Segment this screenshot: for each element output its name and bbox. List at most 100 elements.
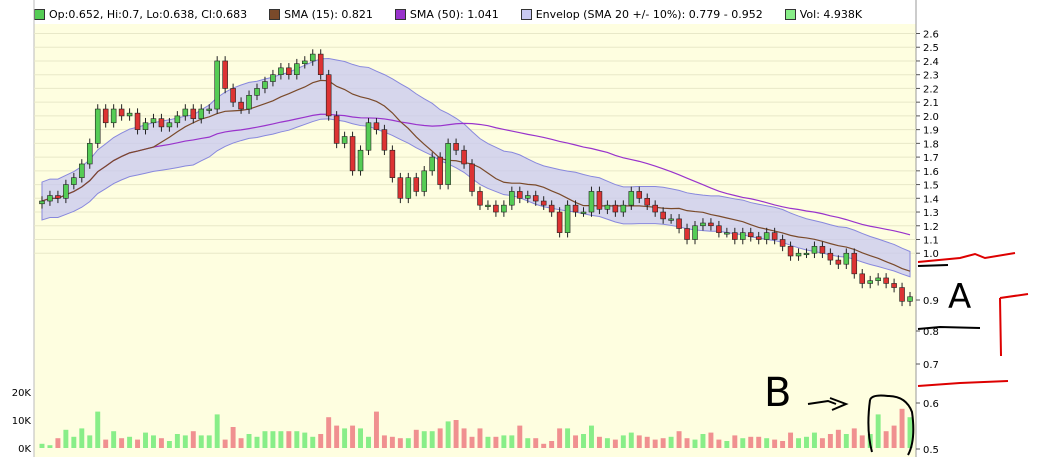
volume-bar: [485, 436, 491, 448]
volume-bar: [477, 428, 483, 448]
volume-bar: [469, 436, 475, 448]
sma50-line: [41, 113, 911, 236]
volume-bar: [222, 439, 228, 448]
candle-body: [763, 232, 770, 240]
volume-bar: [493, 436, 499, 448]
envelope-swatch: [520, 8, 532, 20]
price-tick-label: 1.1: [923, 235, 939, 246]
markup-label-b: B: [764, 370, 791, 416]
price-tick-label: 0.5: [923, 445, 939, 456]
price-tick-label: 2.1: [923, 98, 939, 109]
candle-body: [716, 225, 722, 233]
volume-bar: [684, 438, 690, 448]
candle-body: [270, 74, 276, 82]
volume-bar: [557, 428, 563, 448]
candle-body: [397, 177, 404, 199]
sma50-swatch: [394, 8, 406, 20]
candle-body: [771, 232, 778, 240]
volume-bar: [788, 432, 794, 448]
candle-body: [190, 108, 197, 119]
candle-body: [413, 177, 420, 192]
volume-bar: [294, 431, 300, 448]
candle-body: [405, 177, 412, 199]
legend-envelope: Envelop (SMA 20 +/- 10%): 0.779 - 0.952: [520, 6, 763, 22]
volume-bar: [437, 428, 443, 448]
candle-body: [612, 204, 619, 213]
price-tick-label: 0.6: [923, 399, 939, 410]
candle-body: [278, 67, 284, 75]
candle-body: [461, 149, 467, 165]
candle-body: [118, 108, 125, 117]
volume-bar: [541, 443, 547, 448]
volume-bar: [135, 439, 141, 448]
volume-bar: [724, 441, 730, 448]
candle-body: [349, 136, 356, 172]
volume-bar: [119, 438, 125, 448]
price-tick-label: 1.3: [923, 208, 939, 219]
price-tick-label: 1.0: [923, 249, 939, 260]
candle-body: [333, 115, 340, 144]
candle-body: [222, 60, 228, 89]
volume-tick-label: 0K: [18, 444, 31, 455]
candle-body: [548, 204, 555, 213]
candle-body: [110, 108, 117, 124]
candle-body: [859, 273, 866, 284]
candle-body: [262, 81, 268, 89]
volume-bar: [859, 435, 865, 448]
candle-body: [524, 195, 531, 199]
candle-body: [660, 211, 666, 220]
volume-bar: [796, 438, 801, 448]
volume-bar: [692, 439, 698, 448]
price-axis: 2.6 2.5 2.4 2.3 2.2 2.1 2.0 1.9 1.8 1.7 1.6 1.5 1.4 1…: [12, 30, 939, 457]
legend-sma15: SMA (15): 0.821: [269, 6, 373, 22]
hand-drawn-markup: A B: [764, 252, 1029, 456]
candle-body: [636, 191, 643, 199]
volume-bar: [366, 436, 371, 448]
volume-bar: [835, 429, 841, 448]
volume-bar: [636, 435, 642, 448]
candle-body: [309, 53, 316, 62]
volume-bar: [190, 431, 196, 448]
volume-bar: [127, 436, 133, 448]
markup-red-bottom-line: [917, 380, 1009, 387]
candle-body: [317, 53, 324, 75]
volume-bar: [63, 429, 69, 448]
price-tick-label: 0.7: [923, 360, 939, 371]
volume-bar: [151, 435, 156, 448]
candle-body: [891, 283, 897, 288]
volume-bar: [342, 428, 348, 448]
candle-body: [421, 170, 428, 192]
volume-bar: [413, 429, 419, 448]
candle-body: [501, 204, 507, 213]
volume-bar: [740, 438, 746, 448]
volume-bar: [883, 431, 889, 448]
candle-body: [827, 252, 834, 261]
price-tick-label: 0.8: [923, 327, 939, 338]
candle-body: [779, 239, 786, 247]
candle-body: [596, 191, 603, 210]
candle-body: [835, 259, 842, 265]
candle-body: [198, 108, 205, 119]
volume-bar: [381, 435, 387, 448]
volume-bar: [350, 425, 356, 448]
volume-bar: [158, 438, 164, 448]
moving-averages: [41, 79, 911, 272]
candle-body: [373, 122, 380, 130]
candle-body: [102, 108, 109, 124]
volume-bar: [533, 438, 539, 448]
volume-bar: [39, 443, 45, 448]
candle-body: [883, 277, 889, 284]
candle-body: [819, 246, 826, 254]
legend-sma50-label: SMA (50): 1.041: [409, 7, 499, 21]
price-tick-label: 1.7: [923, 153, 939, 164]
volume-bar: [246, 434, 252, 448]
volume-bar: [461, 428, 467, 448]
volume-bar: [573, 435, 579, 448]
candle-body: [445, 143, 451, 185]
candle-body: [477, 191, 483, 206]
candle-body: [668, 218, 674, 221]
volume-bar: [501, 435, 507, 448]
candle-body: [532, 195, 539, 202]
candle-body: [71, 177, 77, 185]
